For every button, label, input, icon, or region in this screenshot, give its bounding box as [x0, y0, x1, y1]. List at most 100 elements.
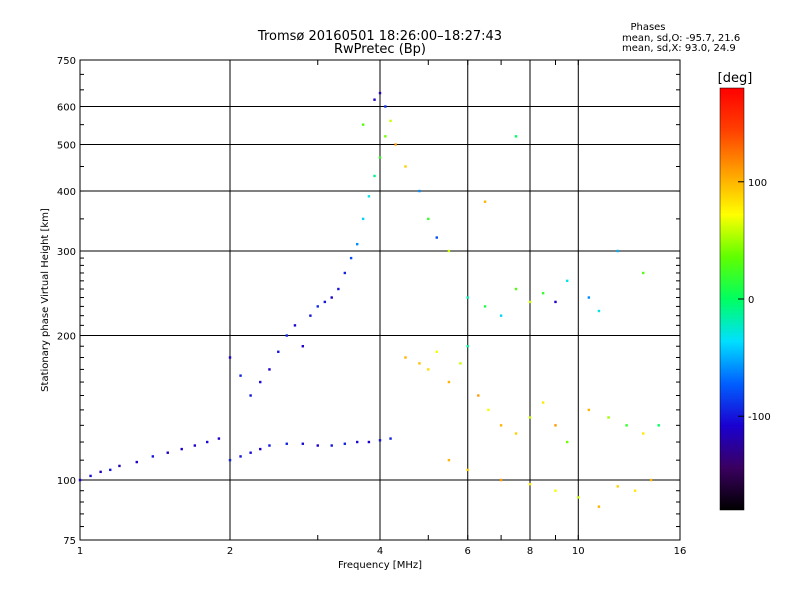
- data-point: [587, 408, 591, 412]
- data-point: [483, 200, 487, 203]
- data-point: [151, 455, 155, 458]
- x-axis-label: Frequency [MHz]: [338, 560, 422, 571]
- data-point: [466, 296, 469, 299]
- data-point: [316, 444, 319, 447]
- data-point: [565, 279, 569, 283]
- data-point: [277, 350, 280, 353]
- data-point: [447, 249, 451, 253]
- data-point: [355, 242, 359, 246]
- data-point: [330, 444, 333, 447]
- colorbar-tick-label: 0: [748, 295, 754, 306]
- data-point: [239, 374, 242, 377]
- data-point: [118, 464, 121, 468]
- data-point: [268, 368, 271, 371]
- data-point: [528, 416, 532, 419]
- data-point: [459, 362, 462, 365]
- data-point: [554, 424, 557, 427]
- data-point: [466, 468, 469, 472]
- x-tick-label: 2: [227, 546, 233, 557]
- data-point: [373, 98, 376, 101]
- data-point: [404, 165, 407, 168]
- data-point: [514, 135, 518, 138]
- data-point: [343, 442, 347, 445]
- chart-title: Tromsø 20160501 18:26:00–18:27:43: [257, 29, 502, 44]
- data-point: [528, 300, 532, 304]
- data-point: [228, 458, 232, 462]
- data-point: [577, 496, 580, 499]
- x-tick-label: 10: [572, 546, 585, 557]
- data-point: [384, 105, 387, 108]
- data-point: [404, 356, 407, 359]
- data-point: [447, 380, 451, 384]
- data-point: [166, 451, 169, 454]
- data-point: [499, 424, 503, 427]
- y-tick-label: 600: [57, 103, 76, 114]
- data-points: [78, 91, 660, 508]
- data-point: [285, 442, 288, 445]
- data-point: [355, 440, 359, 444]
- y-tick-label: 400: [57, 187, 76, 198]
- x-ticks: 1 2 4 6 8 10 16: [77, 546, 687, 557]
- phase-stats-x: mean, sd,X: 93.0, 24.9: [622, 43, 736, 54]
- data-point: [259, 380, 262, 384]
- data-point: [378, 91, 382, 95]
- x-tick-label: 16: [674, 546, 687, 557]
- data-point: [293, 324, 297, 327]
- data-point: [367, 195, 371, 198]
- data-point: [642, 432, 645, 435]
- data-point: [239, 455, 242, 458]
- data-point: [378, 156, 382, 159]
- data-point: [217, 437, 221, 440]
- data-point: [361, 123, 365, 126]
- data-point: [78, 478, 82, 482]
- phase-stats-o: mean, sd,O: -95.7, 21.6: [622, 33, 740, 44]
- data-point: [259, 447, 262, 451]
- y-tick-label: 100: [57, 476, 76, 487]
- data-point: [343, 271, 347, 275]
- data-point: [466, 345, 469, 348]
- data-point: [427, 368, 430, 371]
- data-point: [642, 271, 645, 275]
- data-point: [301, 442, 305, 445]
- x-tick-label: 4: [377, 546, 383, 557]
- data-point: [323, 300, 327, 304]
- data-point: [447, 458, 451, 462]
- data-point: [427, 217, 430, 221]
- data-point: [554, 300, 557, 304]
- data-point: [541, 401, 545, 404]
- chart-subtitle: RwPretec (Bp): [334, 42, 426, 57]
- data-point: [285, 334, 288, 337]
- data-point: [205, 440, 209, 444]
- y-tick-label: 500: [57, 141, 76, 152]
- data-point: [268, 444, 271, 447]
- data-point: [616, 485, 619, 488]
- y-tick-label: 75: [63, 536, 76, 547]
- data-point: [249, 451, 252, 454]
- data-point: [373, 174, 376, 178]
- y-axis-label: Stationary phase Virtual Height [km]: [40, 208, 51, 392]
- data-point: [309, 314, 312, 317]
- colorbar-label: [deg]: [718, 71, 753, 86]
- data-point: [499, 478, 503, 482]
- data-point: [316, 305, 319, 308]
- y-tick-label: 200: [57, 332, 76, 343]
- data-point: [514, 432, 518, 435]
- data-point: [597, 309, 601, 313]
- data-point: [597, 505, 601, 508]
- data-point: [337, 287, 340, 291]
- y-tick-label: 750: [57, 56, 76, 67]
- data-point: [418, 362, 421, 365]
- data-point: [389, 437, 392, 440]
- data-point: [565, 440, 569, 444]
- colorbar-ticks: 100 0 -100: [738, 178, 771, 423]
- data-point: [389, 119, 392, 123]
- data-point: [483, 305, 487, 308]
- colorbar-tick-label: -100: [748, 412, 771, 423]
- data-point: [249, 394, 252, 397]
- data-point: [301, 345, 305, 348]
- data-point: [499, 314, 503, 317]
- data-point: [109, 468, 112, 472]
- data-point: [228, 356, 232, 359]
- data-point: [649, 478, 653, 482]
